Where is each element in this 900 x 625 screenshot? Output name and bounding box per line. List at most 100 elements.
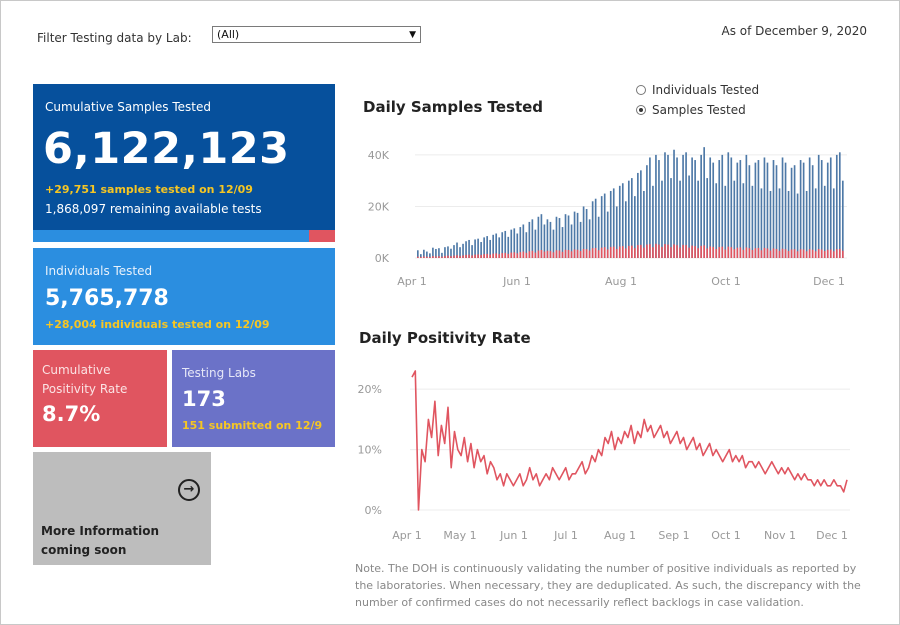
samples-bar (655, 154, 657, 258)
positives-bar (525, 252, 528, 258)
x-tick-label: Oct 1 (711, 275, 741, 288)
samples-bar (661, 180, 663, 258)
samples-bar (501, 232, 504, 258)
samples-bar (712, 162, 715, 258)
samples-delta: +29,751 samples tested on 12/09 (45, 183, 253, 196)
positives-bar (634, 248, 636, 258)
samples-bar (432, 247, 434, 258)
samples-bar (799, 160, 802, 258)
samples-bar (582, 206, 585, 258)
positives-bar (528, 251, 531, 258)
positivity-rate-tile: Cumulative Positivity Rate 8.7% (33, 350, 167, 447)
positives-bar (799, 249, 802, 258)
more-information-tile[interactable]: → More Information coming soon (33, 452, 211, 565)
y-tick-label: 20K (368, 200, 390, 213)
positives-bar (631, 245, 633, 258)
samples-bar (733, 180, 736, 258)
positives-bar (597, 250, 600, 258)
dropdown-arrow-icon[interactable]: ▼ (409, 30, 416, 40)
positives-bar (706, 248, 709, 258)
samples-bar (468, 239, 470, 258)
toggle-individuals-tested[interactable]: Individuals Tested (636, 83, 759, 97)
positives-bar (757, 247, 760, 258)
samples-bar (564, 214, 567, 258)
x-tick-label: Jul 1 (553, 529, 578, 542)
samples-bar (507, 236, 510, 258)
toggle-samples-label: Samples Tested (652, 103, 746, 117)
testing-labs-label: Testing Labs (182, 366, 256, 380)
positives-bar (643, 247, 645, 258)
samples-bar (754, 162, 757, 258)
toggle-samples-tested[interactable]: Samples Tested (636, 103, 746, 117)
footnote: Note. The DOH is continuously validating… (355, 562, 861, 609)
positives-bar (691, 245, 693, 258)
testing-labs-value: 173 (182, 387, 226, 411)
samples-bar (652, 185, 654, 258)
samples-bar (769, 190, 772, 258)
samples-bar (667, 154, 669, 258)
samples-bar (435, 248, 437, 258)
x-tick-label: Aug 1 (604, 529, 636, 542)
samples-bar (688, 175, 690, 258)
samples-bar (811, 165, 814, 258)
radio-samples-icon[interactable] (636, 105, 646, 115)
x-tick-label: Oct 1 (711, 529, 741, 542)
samples-bar (775, 165, 778, 258)
radio-individuals-icon[interactable] (636, 85, 646, 95)
arrow-circle-right-icon[interactable]: → (178, 479, 200, 501)
samples-bar (462, 243, 464, 258)
positives-bar (480, 254, 482, 258)
samples-bar (823, 185, 826, 258)
positives-bar (420, 256, 422, 258)
samples-bar (510, 229, 513, 258)
samples-bar (525, 232, 528, 258)
samples-bar (835, 154, 838, 258)
samples-bar (552, 229, 555, 258)
samples-bar (546, 219, 549, 258)
positives-bar (661, 246, 663, 258)
individuals-tested-tile: Individuals Tested 5,765,778 +28,004 ind… (33, 248, 335, 345)
positives-bar (775, 248, 778, 258)
samples-bar (634, 196, 636, 258)
positives-bar (468, 254, 470, 258)
positives-bar (658, 244, 660, 258)
samples-bar (826, 162, 829, 258)
samples-bar (829, 157, 832, 258)
samples-bar (643, 190, 645, 258)
samples-bar (679, 180, 681, 258)
positives-bar (429, 256, 431, 258)
positives-bar (712, 246, 715, 258)
positives-bar (456, 255, 458, 258)
positives-bar (510, 252, 513, 258)
samples-bar (841, 180, 844, 258)
lab-filter-select[interactable]: (All) ▼ (212, 26, 421, 43)
positives-bar (624, 248, 627, 258)
samples-bar (441, 252, 443, 258)
samples-bar (612, 188, 615, 258)
positives-bar (784, 249, 787, 258)
samples-bar (576, 212, 579, 258)
positives-bar (579, 251, 582, 258)
samples-bar (486, 236, 488, 258)
positives-bar (627, 245, 630, 258)
positives-bar (549, 251, 552, 258)
samples-bar (471, 245, 473, 258)
samples-bar (444, 247, 446, 258)
samples-bar (658, 160, 660, 258)
samples-bar (820, 160, 823, 258)
samples-bar (748, 165, 751, 258)
positives-bar (826, 249, 829, 258)
positives-bar (606, 249, 609, 258)
positives-bar (721, 246, 724, 258)
daily-samples-chart: 0K 20K 40K Apr 1 Jun 1 Aug 1 Oct 1 Dec 1 (368, 147, 847, 288)
positives-bar (603, 247, 606, 258)
samples-bar (555, 216, 558, 258)
daily-samples-title: Daily Samples Tested (363, 98, 544, 116)
samples-bar (697, 180, 699, 258)
positives-bar (730, 247, 733, 258)
positivity-line (411, 370, 848, 511)
positives-bar (435, 256, 437, 258)
positives-bar (615, 248, 618, 258)
samples-bar (700, 154, 702, 258)
positives-bar (679, 247, 681, 258)
